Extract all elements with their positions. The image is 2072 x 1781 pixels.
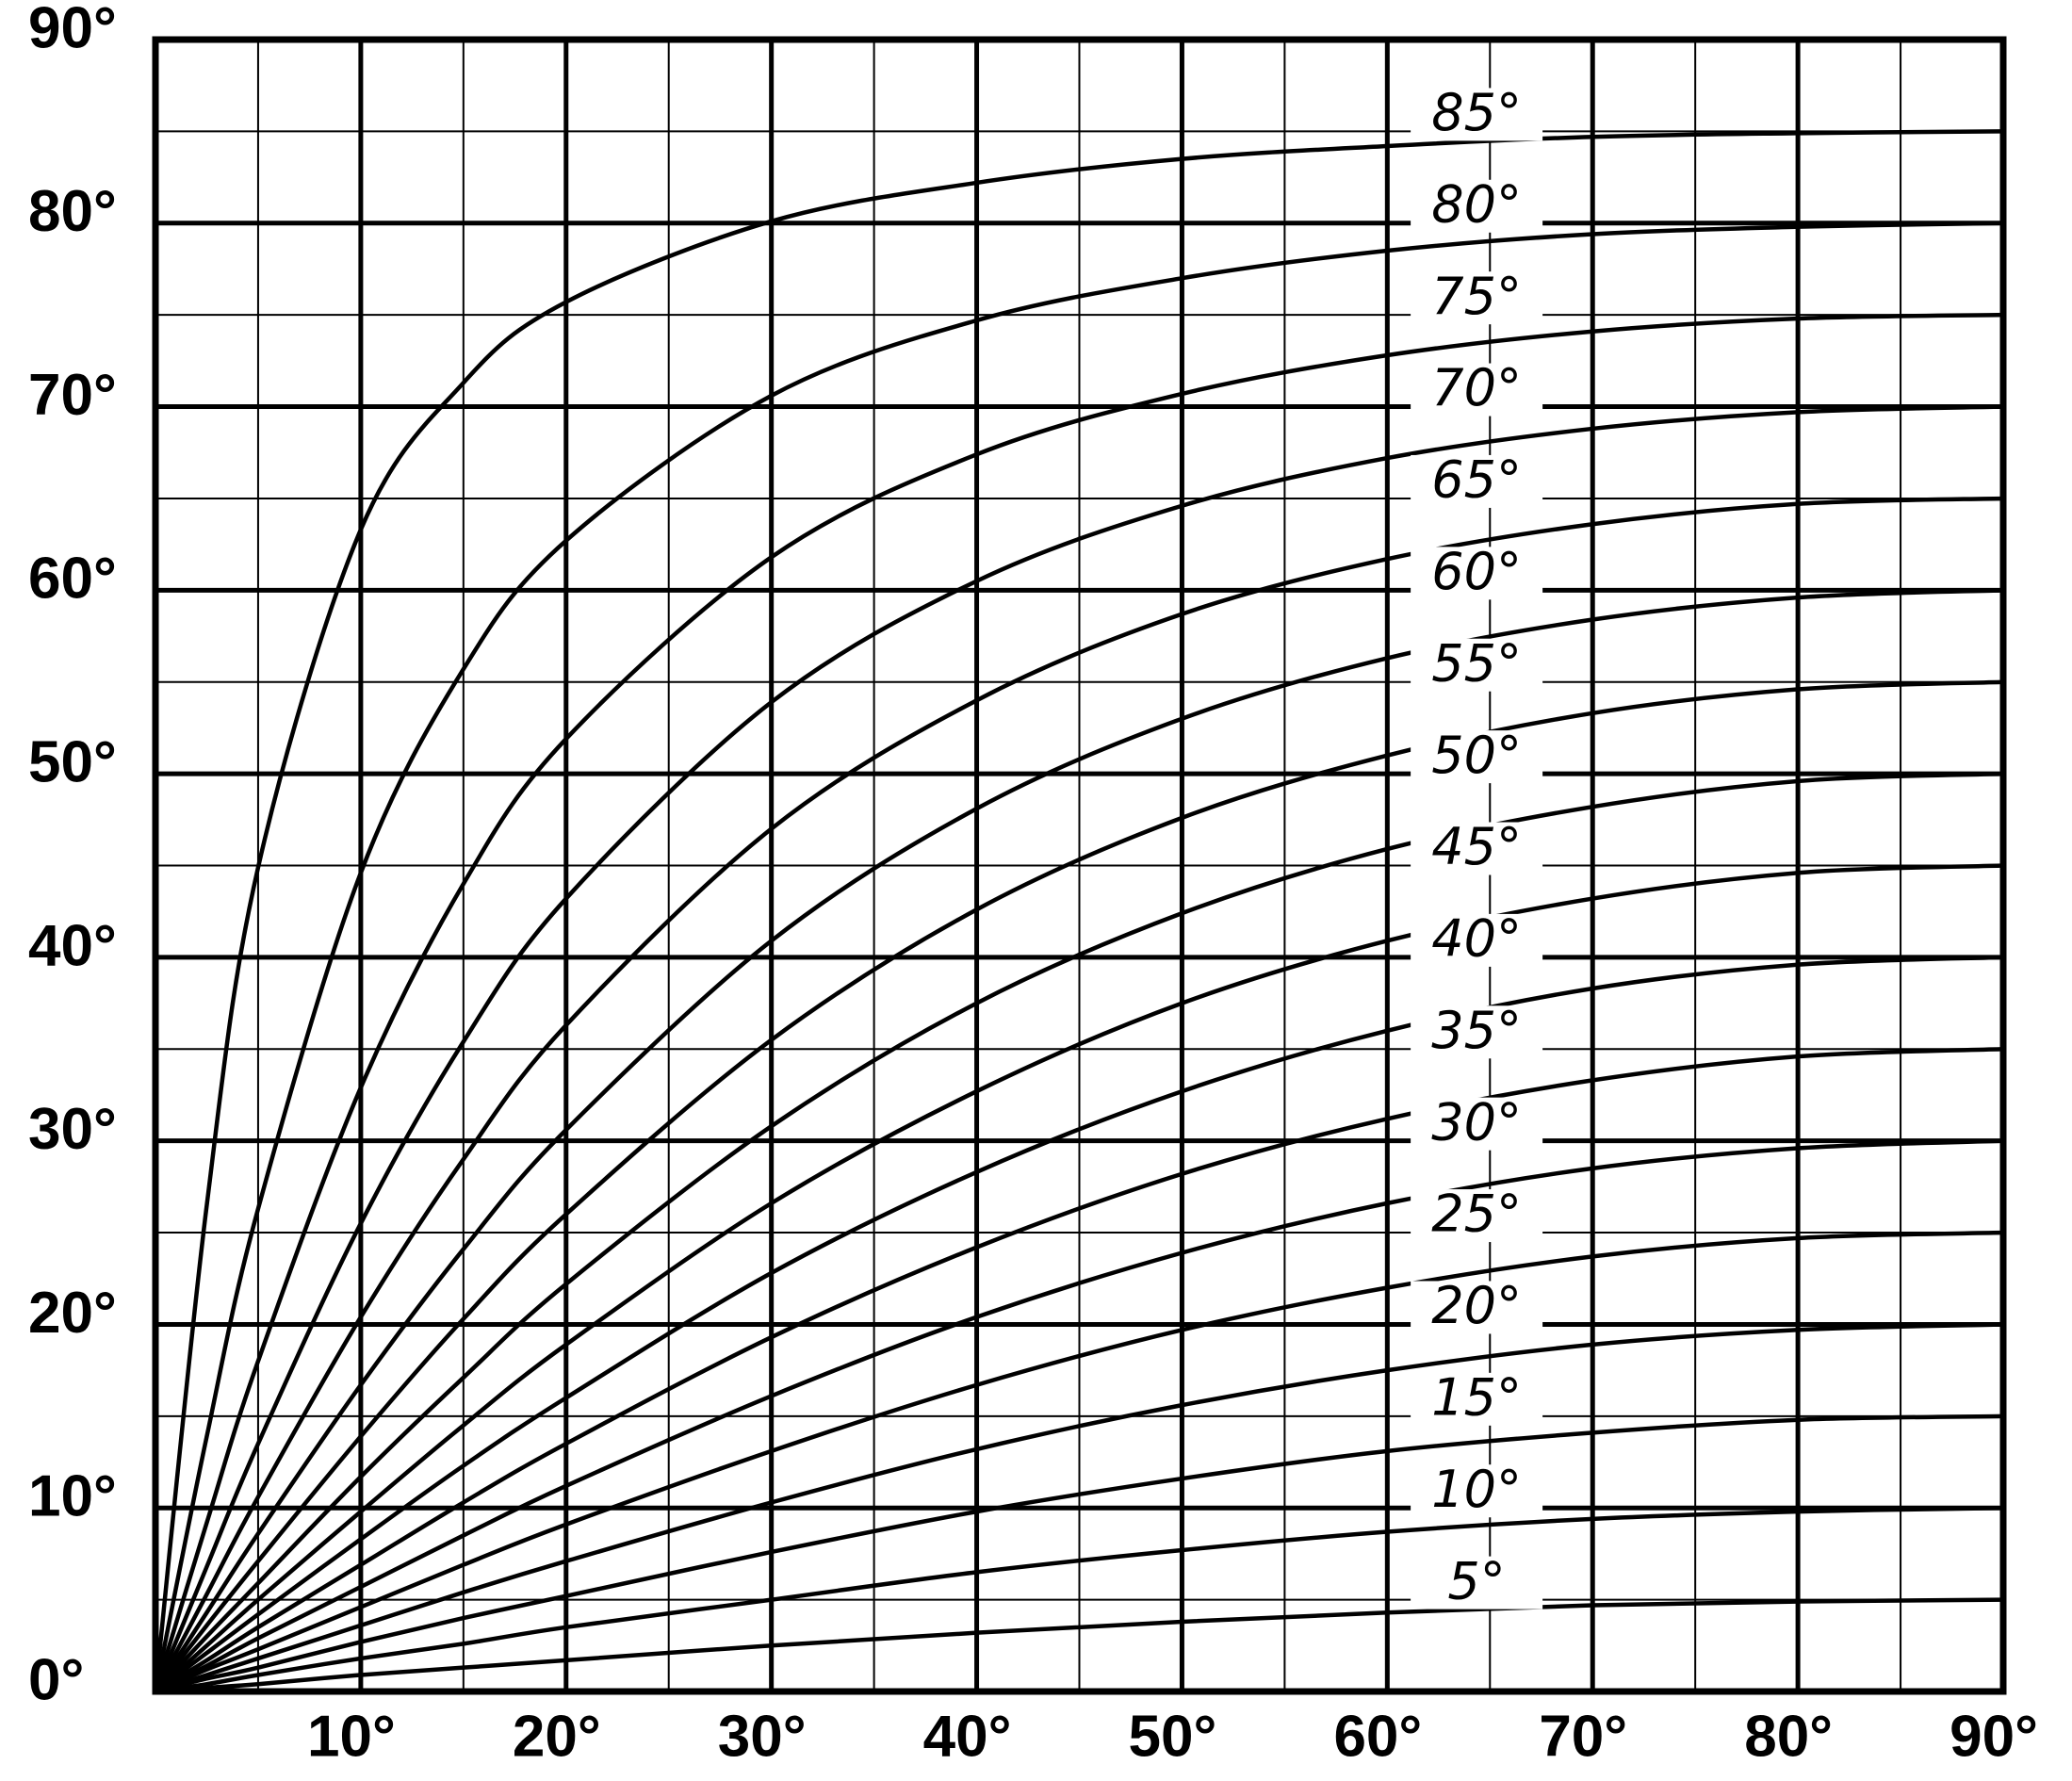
- label-background: [1411, 1464, 1543, 1518]
- y-tick-label: 60°: [28, 547, 117, 612]
- curve: [153, 221, 2004, 1692]
- curve: [155, 1230, 2004, 1694]
- curve: [154, 1138, 2004, 1694]
- label-background: [1411, 179, 1543, 233]
- curve: [154, 679, 2004, 1693]
- label-background: [1411, 1556, 1543, 1609]
- label-background: [1411, 1097, 1543, 1151]
- label-background: [1411, 547, 1543, 600]
- label-background: [1411, 730, 1543, 784]
- curve: [153, 129, 2004, 1692]
- y-tick-label: 40°: [28, 913, 117, 978]
- label-background: [1411, 1189, 1543, 1243]
- curve-label: 10°: [1431, 1460, 1522, 1519]
- curve-label: 40°: [1431, 909, 1522, 969]
- curve-label: 30°: [1431, 1092, 1522, 1152]
- label-background: [1411, 271, 1543, 325]
- x-tick-label: 50°: [1129, 1704, 1217, 1769]
- curve: [154, 771, 2004, 1693]
- curve-label: 5°: [1447, 1551, 1505, 1610]
- curve-label: 65°: [1431, 450, 1522, 510]
- curve-label: 50°: [1431, 726, 1522, 785]
- y-tick-label: 90°: [28, 0, 117, 60]
- curve: [155, 1413, 2004, 1694]
- x-tick-label: 30°: [718, 1704, 807, 1769]
- y-tick-label: 70°: [28, 363, 117, 428]
- curve-label: 55°: [1431, 633, 1522, 693]
- curve-label: 70°: [1431, 358, 1522, 417]
- curve-label: 60°: [1431, 542, 1522, 601]
- x-tick-label: 10°: [307, 1704, 396, 1769]
- curve-label: 45°: [1431, 817, 1522, 876]
- curve-label: 75°: [1431, 267, 1522, 326]
- label-background: [1411, 1005, 1543, 1059]
- label-background: [1411, 363, 1543, 417]
- curve: [154, 588, 2004, 1693]
- label-background: [1411, 88, 1543, 141]
- label-background: [1411, 638, 1543, 692]
- curve-label: 25°: [1431, 1185, 1522, 1244]
- x-tick-label: 90°: [1950, 1704, 2038, 1769]
- curve: [154, 863, 2004, 1693]
- curve: [155, 1597, 2004, 1694]
- y-tick-label: 20°: [28, 1281, 117, 1346]
- label-background: [1411, 822, 1543, 875]
- x-tick-label: 20°: [513, 1704, 601, 1769]
- curve-label: 35°: [1431, 1001, 1522, 1060]
- label-background: [1411, 1281, 1543, 1334]
- y-tick-label: 50°: [28, 729, 117, 794]
- curve: [153, 312, 2004, 1692]
- y-tick-label: 30°: [28, 1097, 117, 1162]
- curve: [155, 1322, 2004, 1694]
- x-tick-label: 80°: [1744, 1704, 1833, 1769]
- y-tick-label: 80°: [28, 179, 117, 244]
- curve-label: 15°: [1431, 1367, 1522, 1427]
- x-tick-label: 60°: [1333, 1704, 1422, 1769]
- curve-label: 80°: [1431, 174, 1522, 234]
- label-background: [1411, 913, 1543, 967]
- curve-label: 20°: [1431, 1276, 1522, 1335]
- curve: [154, 955, 2004, 1693]
- curve: [155, 1505, 2004, 1694]
- curve-label: 85°: [1431, 83, 1522, 142]
- label-background: [1411, 1372, 1543, 1426]
- x-tick-label: 70°: [1539, 1704, 1627, 1769]
- curve: [154, 1047, 2004, 1693]
- y-tick-label: 0°: [28, 1647, 84, 1712]
- curve: [153, 404, 2004, 1692]
- x-tick-label: 40°: [923, 1704, 1012, 1769]
- label-background: [1411, 454, 1543, 508]
- curve: [154, 496, 2004, 1693]
- y-tick-label: 10°: [28, 1464, 117, 1529]
